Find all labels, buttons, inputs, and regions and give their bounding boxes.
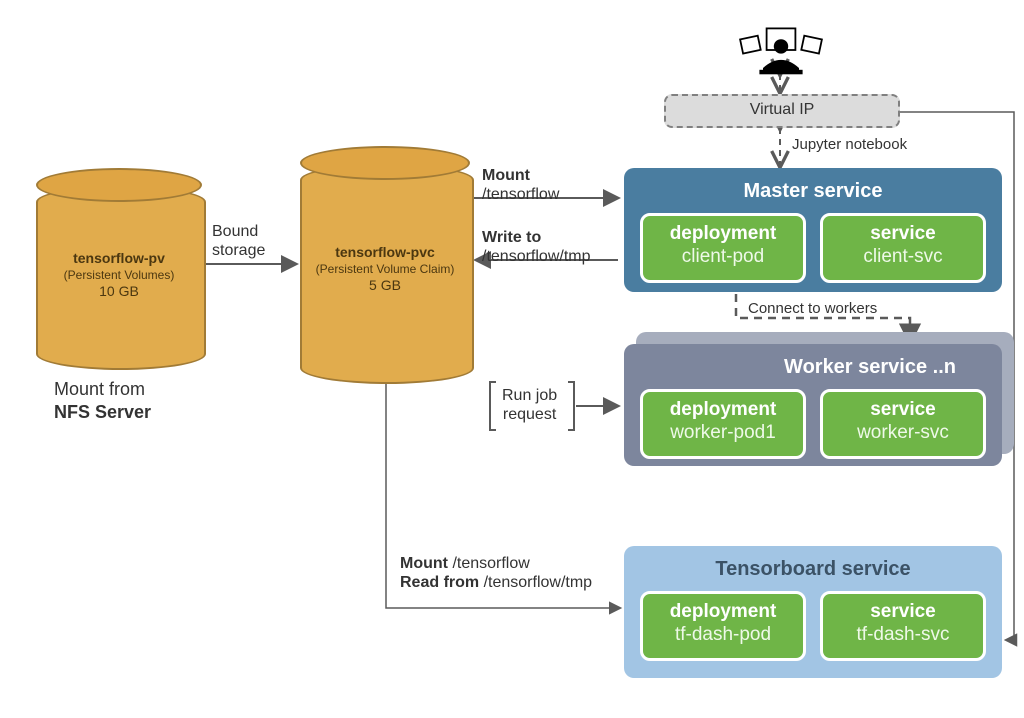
- tensorboard-title: Tensorboard service: [640, 558, 986, 581]
- tile-head: deployment: [649, 224, 797, 245]
- tile-head: deployment: [649, 400, 797, 421]
- pvc-title: tensorflow-pvc: [300, 244, 470, 262]
- tile-sub: worker-pod1: [649, 423, 797, 444]
- tile-head: service: [829, 400, 977, 421]
- label-tb-mount-read: Mount /tensorflow Read from /tensorflow/…: [400, 554, 592, 592]
- pv-title: tensorflow-pv: [36, 250, 202, 268]
- worker-deploy-tile: deployment worker-pod1: [640, 389, 806, 459]
- worker-title: Worker service ..n: [640, 356, 986, 379]
- master-deploy-tile: deployment client-pod: [640, 213, 806, 283]
- pvc-sub2: 5 GB: [300, 277, 470, 295]
- worker-panel: Worker service ..n deployment worker-pod…: [624, 344, 1002, 466]
- tile-head: deployment: [649, 602, 797, 623]
- pv-sub2: 10 GB: [36, 283, 202, 301]
- tb-svc-tile: service tf-dash-svc: [820, 591, 986, 661]
- label-runjob: Run job request: [502, 386, 557, 424]
- label-mount: Mount /tensorflow: [482, 166, 559, 204]
- cylinder-pvc: tensorflow-pvc (Persistent Volume Claim)…: [300, 148, 470, 380]
- tensorboard-panel: Tensorboard service deployment tf-dash-p…: [624, 546, 1002, 678]
- nfs-line2: NFS Server: [54, 401, 151, 424]
- virtual-ip-box: Virtual IP: [664, 94, 900, 128]
- master-title: Master service: [640, 180, 986, 203]
- tile-sub: tf-dash-svc: [829, 625, 977, 646]
- pv-sub1: (Persistent Volumes): [36, 268, 202, 283]
- pvc-sub1: (Persistent Volume Claim): [300, 262, 470, 277]
- label-write: Write to /tensorflow/tmp: [482, 228, 590, 266]
- nfs-line1: Mount from: [54, 378, 151, 401]
- label-connect: Connect to workers: [748, 300, 877, 318]
- nfs-label: Mount from NFS Server: [54, 378, 151, 425]
- tb-deploy-tile: deployment tf-dash-pod: [640, 591, 806, 661]
- label-bound-storage: Bound storage: [212, 222, 265, 260]
- tile-sub: tf-dash-pod: [649, 625, 797, 646]
- tile-sub: client-pod: [649, 247, 797, 268]
- virtual-ip-label: Virtual IP: [750, 101, 815, 118]
- tile-sub: client-svc: [829, 247, 977, 268]
- label-jupyter: Jupyter notebook: [792, 136, 907, 154]
- worker-svc-tile: service worker-svc: [820, 389, 986, 459]
- cylinder-pv: tensorflow-pv (Persistent Volumes) 10 GB: [36, 170, 202, 366]
- user-icon: [736, 20, 826, 85]
- master-panel: Master service deployment client-pod ser…: [624, 168, 1002, 292]
- tile-head: service: [829, 602, 977, 623]
- master-svc-tile: service client-svc: [820, 213, 986, 283]
- tile-head: service: [829, 224, 977, 245]
- tile-sub: worker-svc: [829, 423, 977, 444]
